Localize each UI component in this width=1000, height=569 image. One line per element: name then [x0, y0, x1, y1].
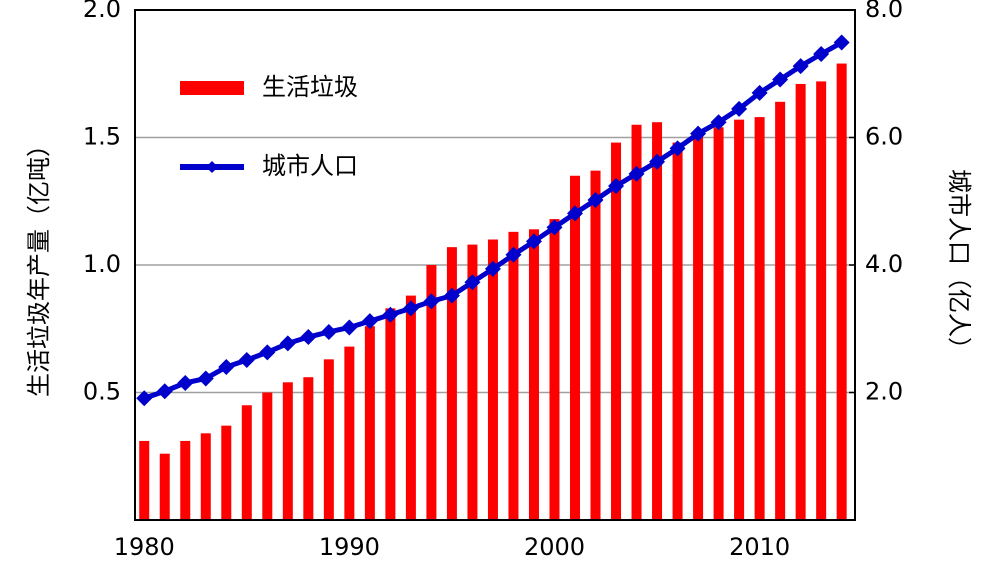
- marker: [567, 205, 583, 222]
- bar: [200, 433, 211, 520]
- marker: [772, 71, 789, 88]
- bar: [590, 170, 601, 520]
- y2-axis-label: 城市人口（亿人）: [945, 169, 973, 361]
- x-tick-label: 2010: [729, 533, 790, 561]
- bar: [611, 142, 622, 520]
- bar: [528, 229, 539, 521]
- bar: [734, 119, 745, 521]
- marker: [792, 58, 809, 75]
- y2-tick-label: 6.0: [865, 123, 903, 151]
- marker: [710, 114, 727, 131]
- marker: [136, 390, 153, 407]
- bar: [672, 142, 683, 520]
- bar: [508, 231, 519, 520]
- marker: [443, 287, 460, 304]
- bar: [364, 326, 375, 520]
- marker: [813, 45, 830, 62]
- bar: [795, 83, 806, 520]
- bar: [405, 295, 416, 520]
- legend-marker: [206, 161, 218, 173]
- bar: [262, 392, 273, 520]
- marker: [751, 84, 768, 101]
- marker: [156, 383, 173, 400]
- marker: [546, 219, 563, 236]
- bar: [570, 175, 580, 520]
- y2-tick-label: 4.0: [865, 250, 903, 278]
- bar: [713, 127, 724, 521]
- marker: [361, 313, 378, 330]
- marker: [218, 359, 235, 375]
- bar: [303, 377, 314, 520]
- marker: [690, 125, 707, 142]
- marker: [382, 306, 399, 323]
- marker: [197, 370, 214, 387]
- bar: [159, 453, 170, 520]
- bar: [139, 440, 150, 520]
- marker: [423, 293, 440, 310]
- bar: [836, 63, 847, 521]
- bar: [180, 440, 191, 520]
- y-tick-label: 1.0: [83, 250, 121, 278]
- marker: [525, 233, 542, 250]
- marker: [259, 344, 276, 361]
- marker: [341, 319, 358, 336]
- bar: [385, 308, 396, 520]
- bar: [467, 244, 478, 520]
- marker: [402, 300, 419, 317]
- marker: [833, 34, 850, 51]
- bar: [282, 382, 293, 520]
- marker: [238, 351, 255, 368]
- x-tick-label: 2000: [524, 533, 585, 561]
- plot-frame: [134, 9, 856, 521]
- x-tick-label: 1980: [114, 533, 175, 561]
- marker: [300, 329, 317, 346]
- bar: [426, 265, 437, 520]
- bar: [816, 81, 827, 521]
- bar: [241, 405, 252, 520]
- marker: [177, 374, 194, 391]
- bar: [549, 219, 560, 520]
- legend-label: 生活垃圾: [262, 73, 358, 101]
- bar: [652, 122, 663, 520]
- bar: [344, 346, 355, 520]
- marker: [731, 100, 748, 117]
- marker: [669, 140, 686, 157]
- marker: [587, 191, 604, 208]
- marker: [649, 153, 666, 170]
- marker: [320, 323, 337, 340]
- bar: [754, 117, 765, 520]
- legend-label: 城市人口: [262, 152, 358, 180]
- bar: [775, 101, 786, 521]
- marker: [279, 335, 296, 352]
- bar: [693, 132, 704, 520]
- y2-tick-label: 2.0: [865, 378, 903, 406]
- bar: [631, 124, 642, 520]
- y-axis-label: 生活垃圾年产量（亿吨）: [25, 133, 53, 397]
- bar: [446, 247, 457, 520]
- marker: [608, 177, 625, 194]
- marker: [464, 274, 481, 291]
- marker: [484, 260, 501, 277]
- bar: [323, 359, 334, 520]
- marker: [505, 246, 522, 263]
- y-tick-label: 1.5: [83, 123, 121, 151]
- x-tick-label: 1990: [319, 533, 380, 561]
- legend-swatch: [180, 81, 244, 95]
- y-tick-label: 0.5: [83, 378, 121, 406]
- bar: [487, 239, 498, 520]
- y-tick-label: 2.0: [83, 0, 121, 23]
- y2-tick-label: 8.0: [865, 0, 903, 23]
- marker: [628, 165, 645, 182]
- bar: [221, 425, 232, 520]
